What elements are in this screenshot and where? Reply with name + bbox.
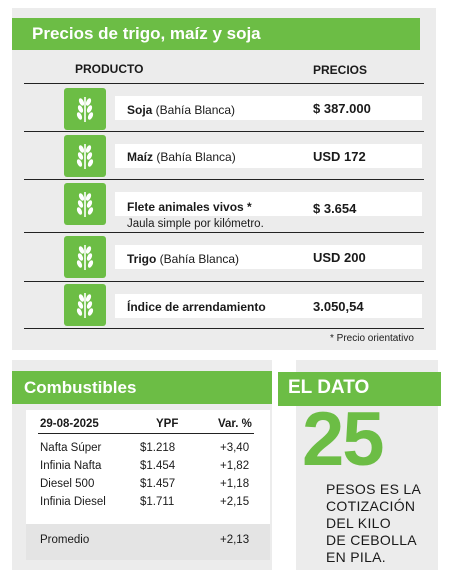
table-rule (24, 179, 424, 180)
fuel-price: $1.711 (140, 496, 175, 508)
wheat-icon-box (64, 284, 106, 326)
table-rule (24, 328, 424, 329)
price-flete: $ 3.654 (313, 201, 357, 216)
table-row (115, 192, 422, 216)
fuel-name: Diesel 500 (40, 478, 95, 490)
table-row (115, 294, 422, 318)
wheat-icon-box (64, 88, 106, 130)
fuel-price: $1.457 (140, 478, 176, 490)
dato-title-bar (278, 372, 441, 406)
dato-text-line: COTIZACIÓN (326, 498, 416, 514)
table-rule (24, 281, 424, 282)
product-name-flete: Flete animales vivos * (127, 200, 252, 214)
wheat-icon (76, 245, 94, 270)
table-row (115, 245, 422, 269)
fuel-header-rule (38, 433, 254, 434)
price-trigo: USD 200 (313, 250, 366, 265)
wheat-icon-box (64, 236, 106, 278)
fuel-title: Combustibles (24, 378, 137, 397)
dato-text-line: PESOS ES LA (326, 481, 422, 497)
fuel-header-ypf: YPF (156, 418, 179, 430)
fuel-table (26, 410, 270, 524)
column-header-price: PRECIOS (313, 63, 368, 77)
fuel-average-label: Promedio (40, 534, 90, 546)
fuel-name: Nafta Súper (40, 442, 102, 454)
fuel-average-row-bg (26, 524, 270, 560)
fuel-variation: +1,82 (220, 460, 250, 472)
fuel-price: $1.218 (140, 442, 176, 454)
product-name-maiz: Maíz (Bahía Blanca) (127, 150, 236, 164)
product-name-trigo: Trigo (Bahía Blanca) (127, 252, 240, 266)
prices-title: Precios de trigo, maíz y soja (32, 24, 261, 43)
table-rule (24, 83, 424, 84)
table-row (115, 144, 422, 168)
fuel-average-value: +2,13 (220, 534, 250, 546)
fuel-name: Infinia Diesel (40, 496, 106, 508)
wheat-icon (76, 192, 94, 217)
price-indice: 3.050,54 (313, 299, 364, 314)
wheat-icon (76, 293, 94, 318)
fuel-header-date: 29-08-2025 (40, 418, 99, 430)
wheat-icon-box (64, 135, 106, 177)
fuel-price: $1.454 (140, 460, 176, 472)
product-name-soja: Soja (Bahía Blanca) (127, 103, 236, 117)
table-row (115, 96, 422, 120)
dato-text-line: DE CEBOLLA (326, 532, 417, 548)
fuel-title-bar (12, 371, 272, 404)
wheat-icon (76, 144, 94, 169)
price-soja: $ 387.000 (313, 101, 371, 116)
wheat-icon-box (64, 183, 106, 225)
dato-text-line: DEL KILO (326, 515, 391, 531)
fuel-name: Infinia Nafta (40, 460, 102, 472)
fuel-variation: +3,40 (220, 442, 250, 454)
table-rule (24, 232, 424, 233)
prices-title-bar (12, 18, 420, 50)
dato-number: 25 (302, 397, 385, 482)
fuel-variation: +1,18 (220, 478, 250, 490)
column-header-product: PRODUCTO (75, 62, 144, 76)
wheat-icon (76, 97, 94, 122)
fuel-header-var: Var. % (218, 418, 252, 430)
dato-text-line: EN PILA. (326, 549, 386, 565)
product-name-indice: Índice de arrendamiento (127, 300, 266, 314)
price-footnote: * Precio orientativo (330, 333, 414, 344)
fuel-variation: +2,15 (220, 496, 250, 508)
table-rule (24, 131, 424, 132)
price-maiz: USD 172 (313, 149, 366, 164)
dato-title: EL DATO (288, 377, 370, 398)
product-subtitle-flete: Jaula simple por kilómetro. (127, 218, 264, 230)
